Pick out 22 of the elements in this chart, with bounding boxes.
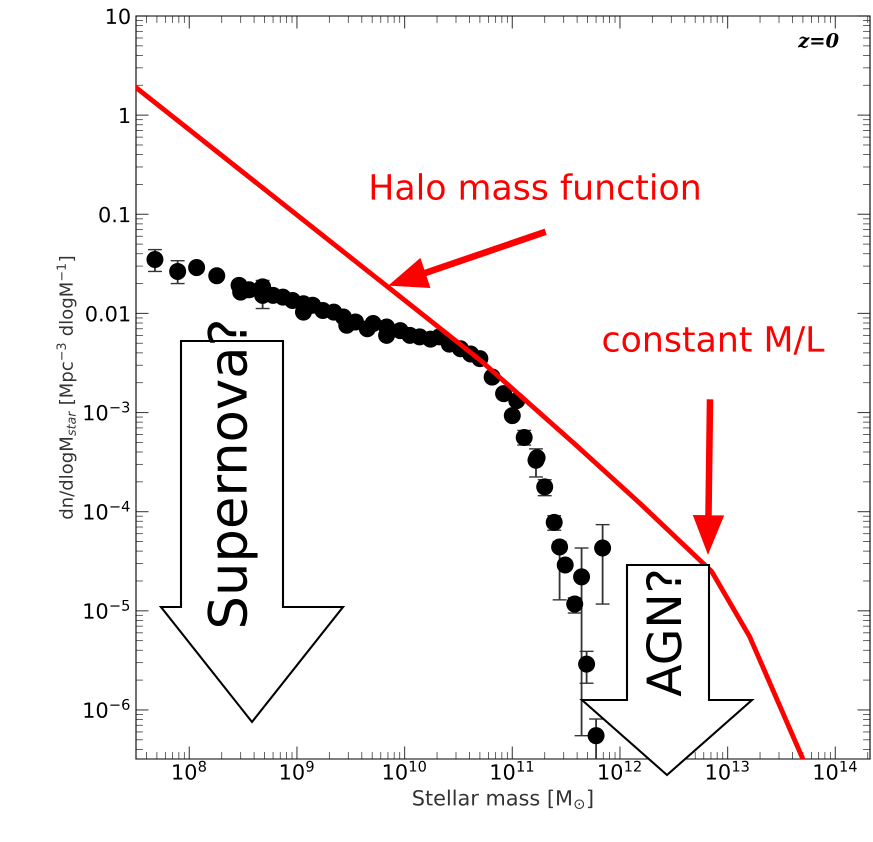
x-axis-title: Stellar mass [M$_{⊙}$] bbox=[413, 790, 592, 810]
x-tick-label: 10$^{11}$ bbox=[492, 760, 534, 780]
x-tick-label: 10$^{14}$ bbox=[814, 760, 857, 780]
y-tick-label: 10$^{−4}$ bbox=[84, 500, 130, 520]
annotation: constant M/L bbox=[603, 326, 824, 355]
annotation: Halo mass function bbox=[372, 173, 699, 200]
y-tick-label: 0.01 bbox=[86, 306, 130, 322]
y-tick-label: 10$^{−3}$ bbox=[84, 401, 130, 421]
x-tick-label: 10$^{12}$ bbox=[599, 760, 641, 780]
x-tick-label: 10$^{9}$ bbox=[280, 760, 314, 780]
y-tick-label: 0.1 bbox=[99, 206, 130, 222]
x-tick-label: 10$^{10}$ bbox=[384, 760, 426, 780]
y-tick-label: 10$^{−5}$ bbox=[84, 600, 130, 619]
annotation: Supernova? bbox=[207, 322, 258, 626]
y-axis-title: dn/dlogM$_{star}$ [Mpc$^{−3}$ dlogM$^{−1}$] bbox=[56, 256, 76, 519]
y-tick-label: 10$^{−6}$ bbox=[84, 698, 130, 718]
y-tick-label: 10 bbox=[106, 8, 130, 24]
y-tick-label: 1 bbox=[120, 108, 130, 124]
annotation: z=0 bbox=[798, 32, 838, 48]
x-tick-label: 10$^{13}$ bbox=[706, 760, 749, 780]
annotation: AGN? bbox=[646, 572, 682, 696]
x-tick-label: 10$^{8}$ bbox=[173, 760, 206, 780]
